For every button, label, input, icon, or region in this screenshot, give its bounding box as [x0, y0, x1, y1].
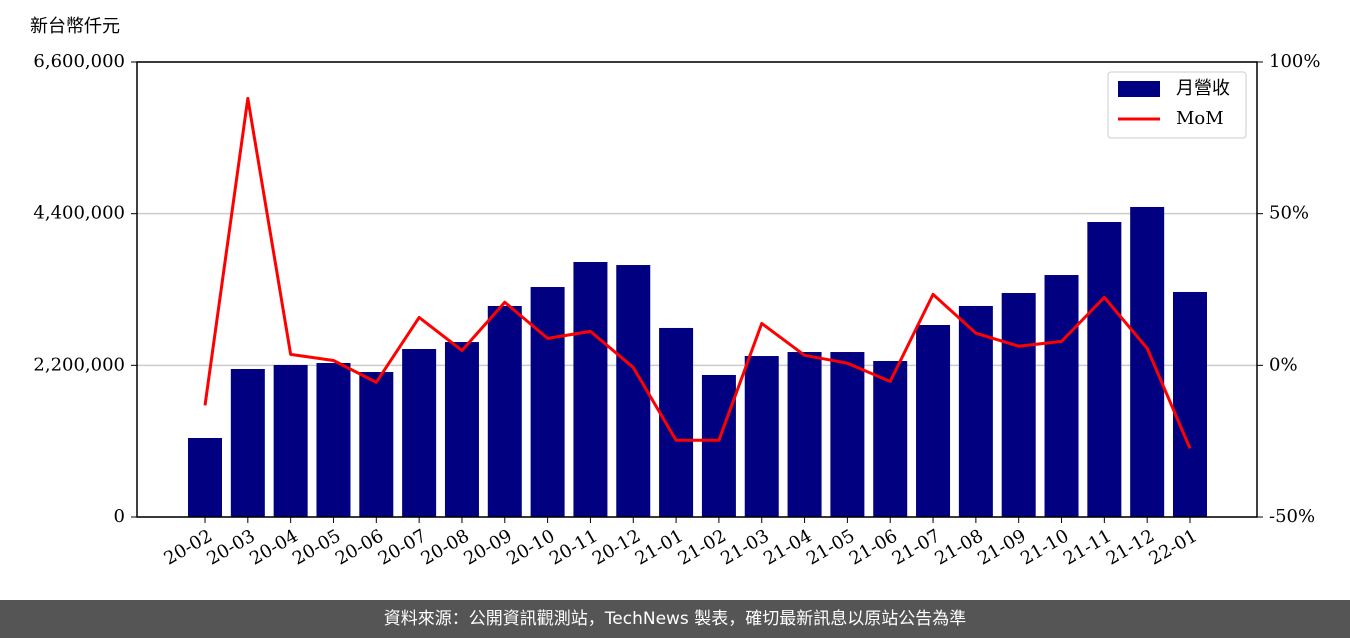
bar — [487, 305, 522, 517]
plot-frame — [136, 61, 1258, 518]
legend-label: MoM — [1176, 108, 1224, 129]
x-tick-label: 20-07 — [375, 525, 430, 569]
y-tick-label: 0 — [114, 506, 125, 527]
bar — [188, 437, 222, 517]
bar — [873, 360, 908, 517]
bar — [273, 364, 308, 517]
bar — [359, 372, 394, 517]
bar — [1130, 206, 1165, 517]
bar — [701, 374, 736, 517]
x-tick-label: 20-03 — [203, 525, 258, 569]
x-tick-label: 21-08 — [931, 525, 986, 569]
x-tick-label: 20-04 — [246, 525, 301, 569]
x-tick-label: 20-08 — [418, 525, 473, 569]
x-tick-label: 21-06 — [846, 525, 901, 569]
bar — [573, 261, 608, 517]
x-tick-label: 21-02 — [674, 525, 729, 569]
x-tick-label: 21-10 — [1017, 525, 1072, 569]
y-tick-label: 2,200,000 — [33, 354, 125, 375]
x-tick-label: 21-07 — [889, 525, 944, 569]
bar — [916, 325, 951, 517]
x-tick-label: 20-02 — [161, 525, 216, 569]
y2-tick-label: 0% — [1269, 354, 1298, 375]
bar — [1044, 275, 1079, 517]
bar — [402, 348, 437, 517]
bar — [444, 342, 479, 517]
y2-tick-label: -50% — [1269, 506, 1315, 527]
x-tick-label: 21-09 — [974, 525, 1029, 569]
x-tick-label: 21-11 — [1060, 525, 1115, 569]
bar — [787, 352, 822, 517]
x-tick-label: 20-09 — [460, 525, 515, 569]
legend: 月營收 MoM — [1107, 71, 1247, 139]
y-axis-label: 新台幣仟元 — [30, 16, 120, 37]
x-tick-label: 20-12 — [589, 525, 644, 569]
x-tick-label: 20-11 — [546, 525, 601, 569]
legend-swatch — [1118, 81, 1160, 97]
legend-label: 月營收 — [1176, 78, 1230, 99]
bar — [830, 352, 865, 517]
x-tick-label: 21-05 — [803, 525, 858, 569]
bar — [530, 287, 565, 517]
x-tick-label: 21-04 — [760, 525, 815, 569]
bar — [744, 356, 779, 517]
y2-tick-label: 50% — [1269, 203, 1309, 224]
bar — [616, 265, 651, 517]
bar — [1173, 291, 1207, 517]
x-tick-label: 20-10 — [503, 525, 558, 569]
x-tick-label: 21-01 — [632, 525, 687, 569]
x-tick-label: 21-12 — [1103, 525, 1158, 569]
bar — [1087, 222, 1122, 517]
bar — [958, 305, 993, 517]
x-tick-label: 21-03 — [717, 525, 772, 569]
x-tick-label: 20-06 — [332, 525, 387, 569]
y2-tick-label: 100% — [1269, 51, 1320, 72]
x-tick-label: 20-05 — [289, 525, 344, 569]
y-tick-label: 6,600,000 — [33, 51, 125, 72]
line — [203, 96, 1192, 450]
bar — [1001, 293, 1036, 517]
x-tick-label: 22-01 — [1146, 525, 1201, 569]
y-tick-label: 4,400,000 — [33, 203, 125, 224]
chart: 新台幣仟元 0 2,200,000 4,400,000 6,600,000 -50% 0%… — [30, 16, 1320, 570]
footer: 資料來源：公開資訊觀測站，TechNews 製表，確切最新訊息以原站公告為準 — [0, 600, 1350, 638]
bar — [316, 362, 351, 517]
bar — [230, 368, 265, 517]
